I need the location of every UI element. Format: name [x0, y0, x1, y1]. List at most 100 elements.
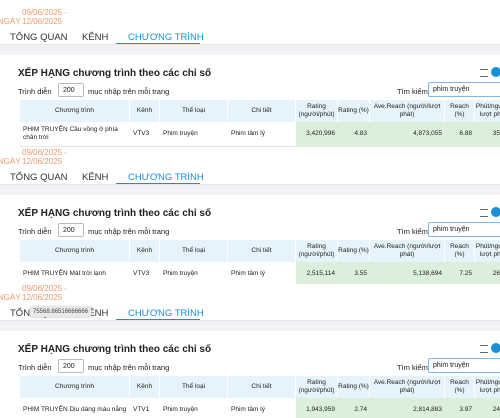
page-background: [0, 321, 500, 331]
table-cell: 2,814,883: [370, 398, 445, 418]
column-header[interactable]: Reach (%): [445, 376, 475, 398]
column-header[interactable]: Reach (%): [445, 240, 475, 262]
info-icon[interactable]: [491, 207, 500, 217]
show-label: Trình diễn: [18, 227, 52, 236]
nav-tab[interactable]: CHƯƠNG TRÌNH: [128, 308, 204, 319]
table-cell: 3.55: [338, 262, 370, 287]
table-cell: Phim tâm lý: [228, 398, 296, 418]
filter-icon[interactable]: [480, 209, 488, 217]
table-cell: Phim truyện: [160, 398, 228, 418]
nav-tab[interactable]: CHƯƠNG TRÌNH: [128, 172, 204, 183]
nav-tab[interactable]: KÊNH: [82, 308, 109, 319]
table-cell: 4.83: [338, 122, 370, 147]
column-header[interactable]: Chương trình: [20, 100, 130, 122]
tabs-divider: [0, 320, 500, 321]
column-header[interactable]: Rating (%): [338, 240, 370, 262]
column-header[interactable]: Rating (%): [338, 376, 370, 398]
column-header[interactable]: Phút/người/ lượt phát: [475, 376, 500, 398]
table-cell: PHIM TRUYỆN Cầu vồng ở phía chân trời: [20, 122, 130, 147]
table-cell: 5,138,694: [370, 262, 445, 287]
column-header[interactable]: Reach (%): [445, 100, 475, 122]
date-from: 09/06/2025 -: [22, 8, 67, 17]
tabs-divider: [0, 44, 500, 45]
table-cell: 35.10: [475, 122, 500, 147]
column-header[interactable]: Kênh: [130, 240, 160, 262]
column-header[interactable]: Chi tiết: [228, 100, 296, 122]
date-label: NGÀY: [0, 17, 21, 26]
table-cell: 24.34: [475, 398, 500, 418]
column-header[interactable]: Ave.Reach (người/lượt phát): [370, 376, 445, 398]
column-header[interactable]: Ave.Reach (người/lượt phát): [370, 240, 445, 262]
column-header[interactable]: Rating (người/phút): [296, 240, 338, 262]
table-cell: 3,420,996: [296, 122, 338, 147]
column-header[interactable]: Phút/người/ lượt phát: [475, 100, 500, 122]
date-to: 12/06/2025: [22, 17, 63, 26]
per-page-label: mục nhập trên mỗi trang: [88, 227, 170, 236]
date-from: 09/06/2025 -: [22, 148, 67, 157]
info-icon[interactable]: [491, 67, 500, 77]
search-input[interactable]: phim truyện: [428, 358, 500, 373]
search-label: Tìm kiếm: [397, 227, 428, 236]
tabs-divider: [0, 184, 500, 185]
search-label: Tìm kiếm: [397, 87, 428, 96]
date-to: 12/06/2025: [22, 293, 63, 302]
column-header[interactable]: Ave.Reach (người/lượt phát): [370, 100, 445, 122]
active-tab-underline: [116, 43, 200, 45]
table-cell: PHIM TRUYỆN Dịu dàng màu nắng: [20, 398, 130, 418]
column-header[interactable]: Rating (%): [338, 100, 370, 122]
date-to: 12/06/2025: [22, 157, 63, 166]
search-label: Tìm kiếm: [397, 363, 428, 372]
column-header[interactable]: Thể loại: [160, 240, 228, 262]
table-cell: 2.74: [338, 398, 370, 418]
column-header[interactable]: Chương trình: [20, 376, 130, 398]
column-header[interactable]: Rating (người/phút): [296, 100, 338, 122]
per-page-label: mục nhập trên mỗi trang: [88, 87, 170, 96]
page-size-select[interactable]: 200: [58, 359, 84, 373]
column-header[interactable]: Chi tiết: [228, 376, 296, 398]
table-cell: Phim truyện: [160, 122, 228, 147]
info-icon[interactable]: [491, 343, 500, 353]
column-header[interactable]: Phút/người/ lượt phát: [475, 240, 500, 262]
table-cell: Phim tâm lý: [228, 122, 296, 147]
search-input[interactable]: phim truyện: [428, 82, 500, 97]
table-cell: VTV3: [130, 122, 160, 147]
column-header[interactable]: Kênh: [130, 100, 160, 122]
page-background: [0, 185, 500, 195]
table-cell: 4,873,055: [370, 122, 445, 147]
column-header[interactable]: Chương trình: [20, 240, 130, 262]
table-title: XẾP HẠNG chương trình theo các chỉ số: [18, 68, 212, 79]
show-label: Trình diễn: [18, 363, 52, 372]
column-header[interactable]: Chi tiết: [228, 240, 296, 262]
search-input[interactable]: phim truyện: [428, 222, 500, 237]
table-cell: VTV1: [130, 398, 160, 418]
nav-tab[interactable]: TỔNG QUAN: [10, 32, 68, 43]
nav-tab[interactable]: KÊNH: [82, 32, 109, 43]
table-cell: 3.97: [445, 398, 475, 418]
per-page-label: mục nhập trên mỗi trang: [88, 363, 170, 372]
show-label: Trình diễn: [18, 87, 52, 96]
table-title: XẾP HẠNG chương trình theo các chỉ số: [18, 208, 212, 219]
filter-icon[interactable]: [480, 69, 488, 77]
nav-tab[interactable]: KÊNH: [82, 172, 109, 183]
table-cell: 6.88: [445, 122, 475, 147]
table-cell: 2,515,114: [296, 262, 338, 287]
page-size-select[interactable]: 200: [58, 83, 84, 97]
column-header[interactable]: Thể loại: [160, 376, 228, 398]
column-header[interactable]: Rating (người/phút): [296, 376, 338, 398]
table-cell: 1,943,959: [296, 398, 338, 418]
active-tab-underline: [116, 183, 200, 185]
page-size-select[interactable]: 200: [58, 223, 84, 237]
column-header[interactable]: Kênh: [130, 376, 160, 398]
table-title: XẾP HẠNG chương trình theo các chỉ số: [18, 344, 212, 355]
column-header[interactable]: Thể loại: [160, 100, 228, 122]
active-tab-underline: [116, 319, 200, 321]
filter-icon[interactable]: [480, 345, 488, 353]
nav-tab[interactable]: CHƯƠNG TRÌNH: [128, 32, 204, 43]
tooltip: 75568.86516666666: [30, 307, 92, 317]
nav-tab[interactable]: TỔNG QUAN: [10, 172, 68, 183]
page-background: [0, 45, 500, 55]
